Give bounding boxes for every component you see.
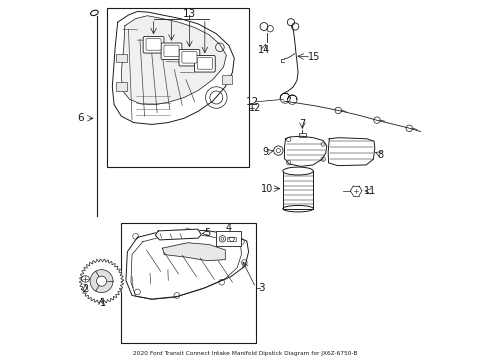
FancyBboxPatch shape [179,49,200,66]
Text: 10: 10 [261,184,273,194]
Text: 11: 11 [365,186,377,197]
Text: 2020 Ford Transit Connect Intake Manifold Dipstick Diagram for JX6Z-6750-B: 2020 Ford Transit Connect Intake Manifol… [133,351,357,356]
Circle shape [97,276,107,286]
Text: 7: 7 [299,120,305,129]
Bar [107,8,248,167]
FancyBboxPatch shape [164,45,179,57]
FancyBboxPatch shape [195,55,215,72]
Text: 3: 3 [258,283,265,293]
Polygon shape [285,136,327,166]
Text: 4: 4 [226,223,232,233]
Bar [227,237,236,241]
Text: 1: 1 [99,298,106,308]
Text: 14: 14 [258,45,270,55]
Text: 9: 9 [263,147,269,157]
Text: 2: 2 [82,284,89,294]
Bar [116,82,126,91]
Bar [221,75,232,84]
Polygon shape [163,243,225,261]
Text: 5: 5 [204,228,211,238]
Bar [216,231,241,246]
Polygon shape [112,12,234,125]
Text: 12: 12 [249,103,261,113]
Polygon shape [79,259,123,303]
Polygon shape [126,229,248,299]
FancyBboxPatch shape [161,43,182,59]
FancyBboxPatch shape [197,58,212,69]
Polygon shape [155,229,201,240]
Polygon shape [122,16,226,105]
Ellipse shape [283,167,313,175]
Text: 6: 6 [77,113,84,123]
Text: 12: 12 [245,97,259,107]
Text: 15: 15 [308,52,320,62]
Polygon shape [328,138,375,166]
FancyBboxPatch shape [146,39,161,50]
Circle shape [90,270,113,293]
Text: 8: 8 [377,150,384,160]
Bar [122,223,256,343]
Bar [116,54,126,62]
FancyBboxPatch shape [182,51,197,63]
FancyBboxPatch shape [143,37,164,53]
Text: 13: 13 [183,9,196,19]
Bar [299,134,306,137]
Bar [283,171,313,209]
